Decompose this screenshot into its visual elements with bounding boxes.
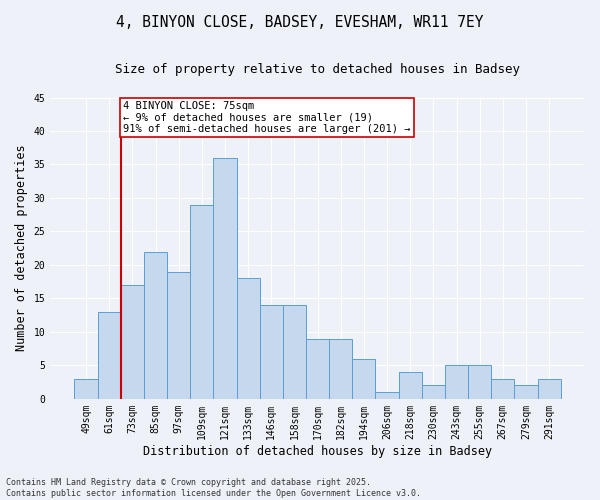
Y-axis label: Number of detached properties: Number of detached properties — [15, 145, 28, 352]
Text: Contains HM Land Registry data © Crown copyright and database right 2025.
Contai: Contains HM Land Registry data © Crown c… — [6, 478, 421, 498]
Bar — [144, 252, 167, 399]
Bar — [468, 366, 491, 399]
Bar — [167, 272, 190, 399]
Bar — [538, 378, 560, 399]
Text: 4 BINYON CLOSE: 75sqm
← 9% of detached houses are smaller (19)
91% of semi-detac: 4 BINYON CLOSE: 75sqm ← 9% of detached h… — [123, 101, 410, 134]
Bar — [214, 158, 236, 399]
Bar — [398, 372, 422, 399]
Bar — [283, 305, 306, 399]
Bar — [376, 392, 398, 399]
Bar — [98, 312, 121, 399]
Bar — [121, 285, 144, 399]
Bar — [190, 204, 214, 399]
Text: 4, BINYON CLOSE, BADSEY, EVESHAM, WR11 7EY: 4, BINYON CLOSE, BADSEY, EVESHAM, WR11 7… — [116, 15, 484, 30]
Bar — [352, 358, 376, 399]
Bar — [491, 378, 514, 399]
Bar — [260, 305, 283, 399]
Bar — [236, 278, 260, 399]
Bar — [445, 366, 468, 399]
Bar — [306, 338, 329, 399]
Bar — [329, 338, 352, 399]
Title: Size of property relative to detached houses in Badsey: Size of property relative to detached ho… — [115, 62, 520, 76]
Bar — [514, 386, 538, 399]
Bar — [422, 386, 445, 399]
X-axis label: Distribution of detached houses by size in Badsey: Distribution of detached houses by size … — [143, 444, 492, 458]
Bar — [74, 378, 98, 399]
